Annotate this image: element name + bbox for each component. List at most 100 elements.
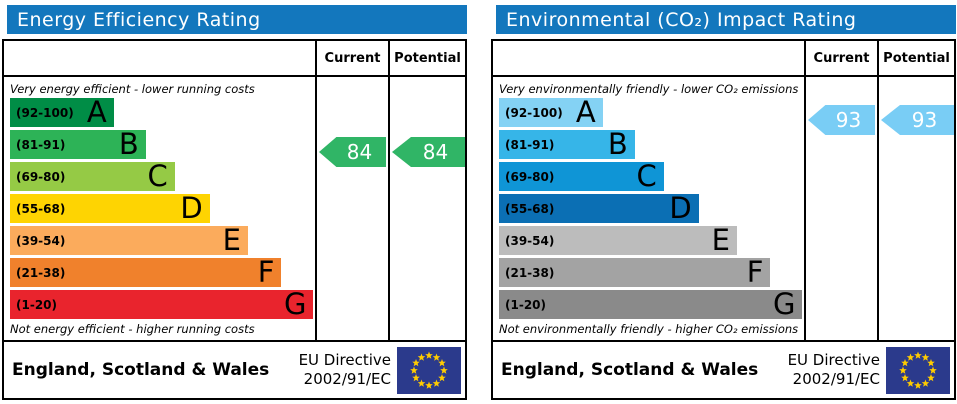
band-bar-g: (1-20) G (10, 287, 314, 321)
band-range-label: (69-80) (505, 169, 555, 184)
header-spacer (493, 41, 804, 75)
band-bar-d: (55-68) D (499, 194, 699, 223)
current-rating-value: 93 (835, 108, 862, 132)
band-letter: B (607, 127, 628, 161)
band-bar-e: (39-54) E (499, 226, 737, 255)
top-caption: Very energy efficient - lower running co… (10, 81, 255, 96)
potential-column-header: Potential (388, 41, 465, 75)
bands-column: Very environmentally friendly - lower CO… (493, 77, 804, 340)
band-row-g: (1-20) G (499, 290, 804, 319)
current-rating-value: 84 (346, 140, 373, 164)
environmental-rating-table: Current Potential Very environmentally f… (491, 39, 956, 400)
band-row-c: (69-80) C (499, 162, 804, 191)
band-letter: A (86, 95, 107, 129)
rating-bands: (92-100) A (81-91) B (69-80) C (55-68) D (39-54)… (10, 98, 315, 319)
band-range-label: (1-20) (505, 297, 546, 312)
header-spacer (4, 41, 315, 75)
band-range-label: (55-68) (505, 201, 555, 216)
band-bar-c: (69-80) C (10, 162, 175, 191)
band-row-a: (92-100) A (10, 98, 315, 127)
current-column-header: Current (804, 41, 877, 75)
bottom-caption: Not energy efficient - higher running co… (10, 321, 255, 336)
band-letter: A (575, 95, 596, 129)
band-range-label: (92-100) (16, 105, 74, 120)
band-bar-b: (81-91) B (10, 130, 146, 159)
eu-flag-icon (886, 346, 950, 394)
band-bar-d: (55-68) D (10, 194, 210, 223)
environmental-impact-panel: Environmental (CO₂) Impact Rating Curren… (491, 5, 956, 400)
table-footer-row: England, Scotland & Wales EU Directive 2… (493, 340, 954, 398)
band-letter: G (283, 287, 307, 321)
band-letter: D (669, 191, 692, 225)
band-row-g: (1-20) G (10, 290, 315, 319)
band-row-d: (55-68) D (10, 194, 315, 223)
environmental-panel-title: Environmental (CO₂) Impact Rating (496, 5, 956, 34)
band-row-b: (81-91) B (499, 130, 804, 159)
band-range-label: (69-80) (16, 169, 66, 184)
band-letter: F (257, 255, 275, 289)
band-bar-f: (21-38) F (10, 255, 282, 289)
band-row-c: (69-80) C (10, 162, 315, 191)
energy-panel-title: Energy Efficiency Rating (7, 5, 467, 34)
band-range-label: (92-100) (505, 105, 563, 120)
band-letter: C (636, 159, 657, 193)
band-bar-f: (21-38) F (499, 255, 771, 289)
band-row-b: (81-91) B (10, 130, 315, 159)
potential-value-column: 84 (388, 77, 465, 340)
current-rating-arrow: 84 (319, 137, 386, 167)
table-footer-row: England, Scotland & Wales EU Directive 2… (4, 340, 465, 398)
band-letter: C (147, 159, 168, 193)
eu-directive-label: EU Directive 2002/91/EC (788, 351, 880, 390)
band-range-label: (21-38) (505, 265, 555, 280)
band-row-a: (92-100) A (499, 98, 804, 127)
band-bar-b: (81-91) B (499, 130, 635, 159)
region-label: England, Scotland & Wales (12, 360, 270, 380)
rating-bands: (92-100) A (81-91) B (69-80) C (55-68) D (39-54)… (499, 98, 804, 319)
potential-rating-arrow: 93 (881, 105, 954, 135)
band-row-e: (39-54) E (10, 226, 315, 255)
band-letter: G (772, 287, 796, 321)
potential-rating-value: 84 (422, 140, 449, 164)
band-range-label: (21-38) (16, 265, 66, 280)
band-letter: E (711, 223, 730, 257)
table-header-row: Current Potential (493, 41, 954, 77)
rating-scale-area: Very environmentally friendly - lower CO… (493, 77, 954, 340)
band-range-label: (81-91) (16, 137, 66, 152)
eu-directive-label: EU Directive 2002/91/EC (299, 351, 391, 390)
eu-directive-line1: EU Directive (787, 350, 880, 369)
eu-directive-line1: EU Directive (298, 350, 391, 369)
top-caption: Very environmentally friendly - lower CO… (499, 81, 799, 96)
potential-column-header: Potential (877, 41, 954, 75)
band-row-d: (55-68) D (499, 194, 804, 223)
potential-value-column: 93 (877, 77, 954, 340)
band-row-f: (21-38) F (10, 258, 315, 287)
eu-directive-line2: 2002/91/EC (792, 370, 880, 388)
band-bar-c: (69-80) C (499, 162, 664, 191)
band-bar-a: (92-100) A (499, 98, 603, 127)
eu-flag-icon (397, 346, 461, 394)
band-range-label: (39-54) (16, 233, 66, 248)
current-column-header: Current (315, 41, 388, 75)
potential-rating-arrow: 84 (392, 137, 465, 167)
band-range-label: (39-54) (505, 233, 555, 248)
rating-scale-area: Very energy efficient - lower running co… (4, 77, 465, 340)
bottom-caption: Not environmentally friendly - higher CO… (499, 321, 799, 336)
band-letter: B (118, 127, 139, 161)
bands-column: Very energy efficient - lower running co… (4, 77, 315, 340)
energy-efficiency-panel: Energy Efficiency Rating Current Potenti… (2, 5, 467, 400)
current-value-column: 93 (804, 77, 877, 340)
current-value-column: 84 (315, 77, 388, 340)
region-label: England, Scotland & Wales (501, 360, 759, 380)
eu-directive-line2: 2002/91/EC (303, 370, 391, 388)
band-row-e: (39-54) E (499, 226, 804, 255)
band-range-label: (55-68) (16, 201, 66, 216)
band-range-label: (81-91) (505, 137, 555, 152)
band-letter: E (222, 223, 241, 257)
band-bar-a: (92-100) A (10, 98, 114, 127)
band-range-label: (1-20) (16, 297, 57, 312)
band-bar-g: (1-20) G (499, 287, 803, 321)
band-letter: F (746, 255, 764, 289)
potential-rating-value: 93 (911, 108, 938, 132)
current-rating-arrow: 93 (808, 105, 875, 135)
